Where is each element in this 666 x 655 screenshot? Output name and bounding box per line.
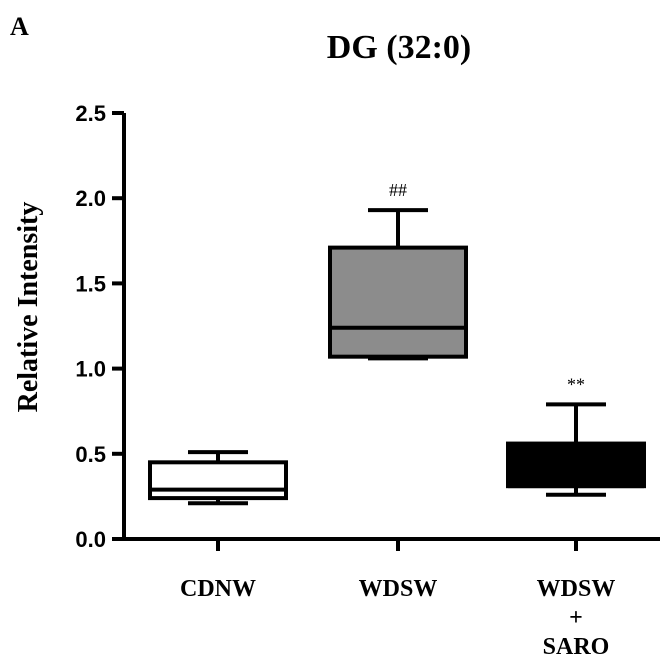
box-0-iqr — [148, 460, 288, 501]
box-2-annotation: ** — [567, 374, 585, 394]
box-1-iqr — [328, 245, 468, 359]
panel-label: A — [10, 12, 29, 41]
x-tick-label-2-0: WDSW — [537, 576, 616, 602]
y-axis-label: Relative Intensity — [13, 202, 44, 413]
y-tick-label-4: 2.0 — [75, 186, 106, 211]
box-1-annotation: ## — [389, 180, 407, 200]
plot-area: 0.0 0.5 1.0 1.5 2.0 2.5 CDNW WDSW WDSW + SARO ## ** — [75, 101, 660, 655]
x-tick-label-1-0: WDSW — [359, 576, 438, 602]
y-tick-label-3: 1.5 — [75, 271, 106, 296]
chart-title: DG (32:0) — [327, 29, 471, 66]
x-tick-label-2-1: + — [569, 605, 583, 631]
y-tick-label-5: 2.5 — [75, 101, 106, 126]
box-2-iqr — [506, 441, 646, 489]
x-tick-label-2-2: SARO — [543, 634, 610, 655]
x-tick-label-0-0: CDNW — [180, 576, 256, 602]
y-tick-label-0: 0.0 — [75, 527, 106, 552]
y-tick-label-1: 0.5 — [75, 442, 106, 467]
y-tick-label-2: 1.0 — [75, 357, 106, 382]
